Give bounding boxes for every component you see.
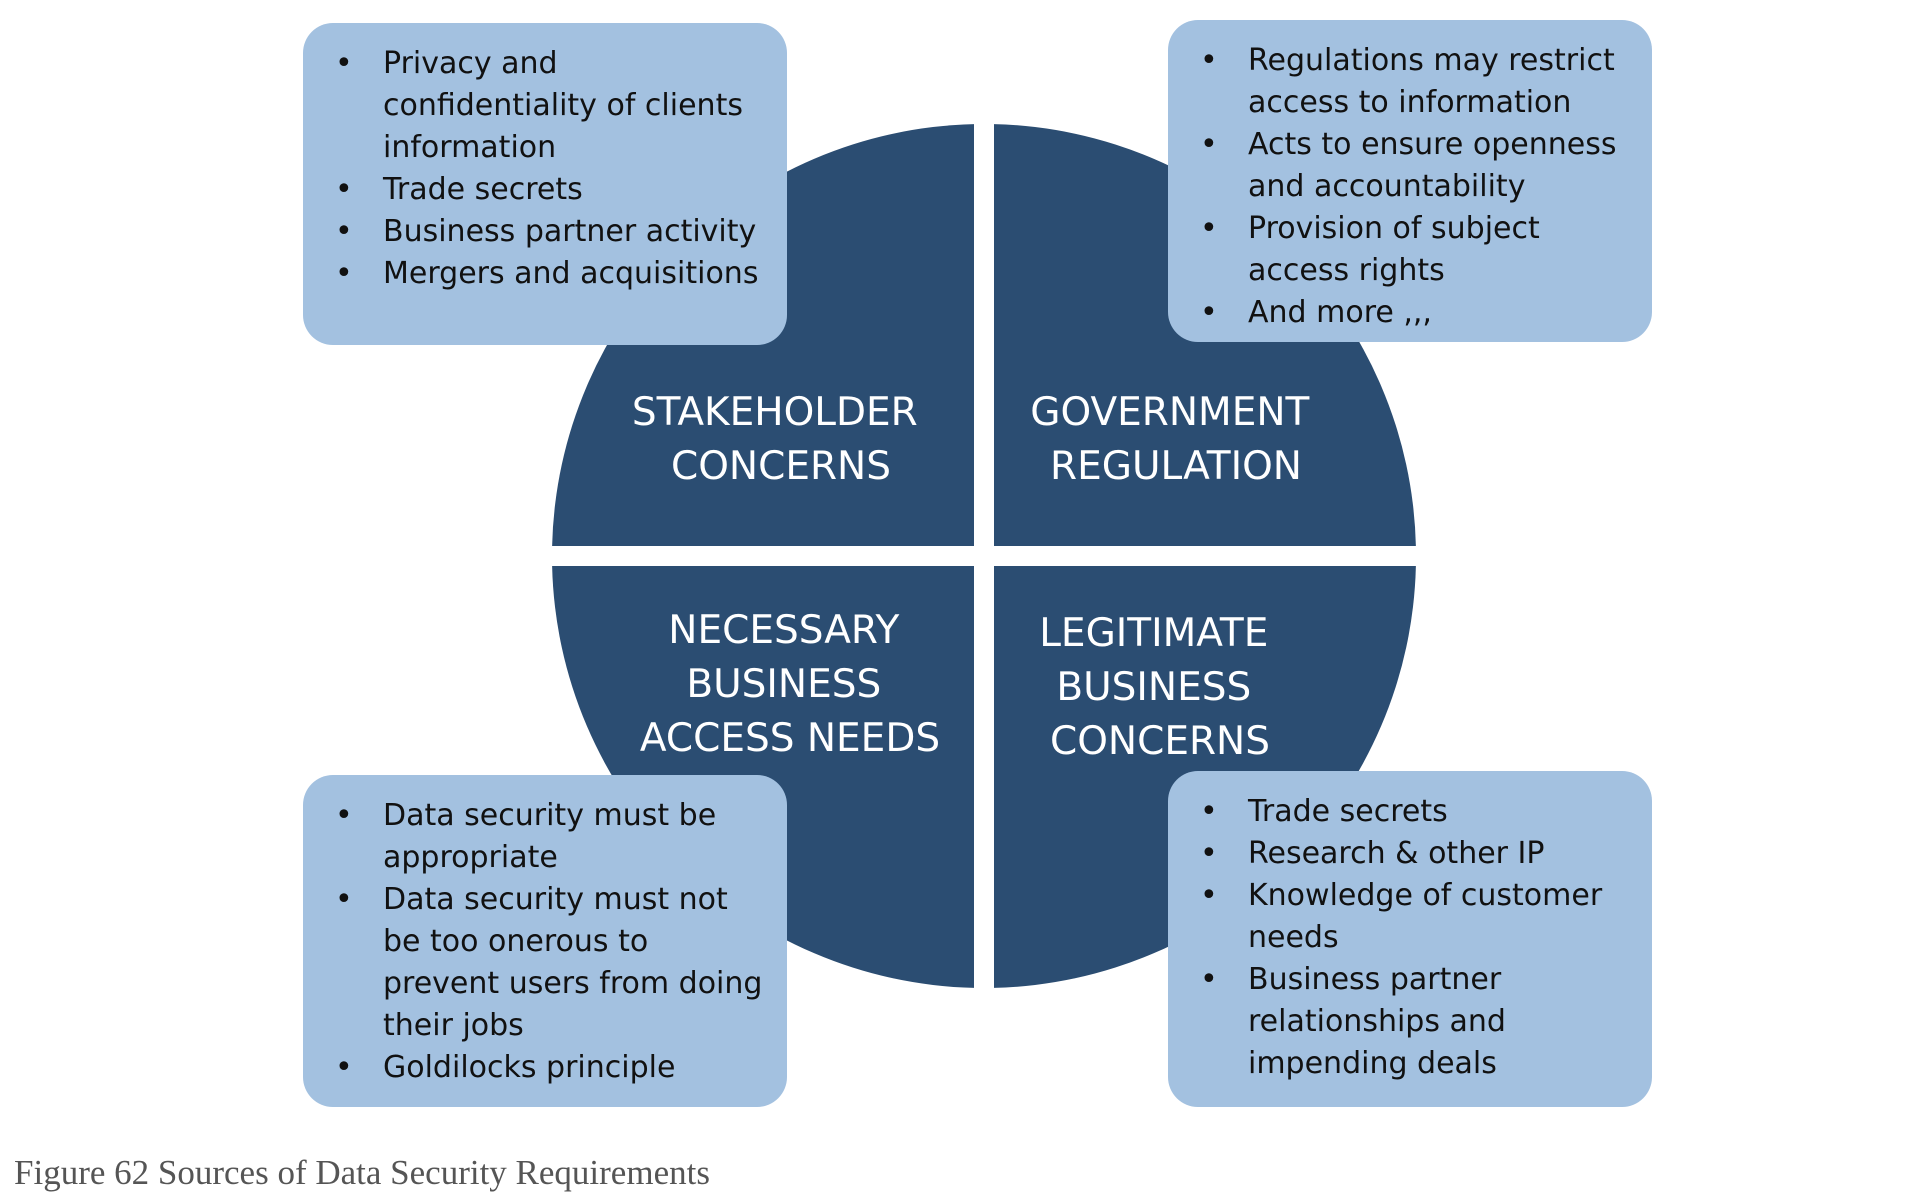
government-regulation-box: Regulations may restrict access to infor…: [1168, 20, 1652, 342]
list-item: And more ,,,: [1188, 292, 1634, 334]
list-item: Data security must not be too onerous to…: [323, 879, 769, 1047]
list-item: Provision of subject access rights: [1188, 208, 1634, 292]
legitimate-business-concerns-list: Trade secrets Research & other IP Knowle…: [1188, 791, 1634, 1085]
list-item: Business partner relationships and impen…: [1188, 959, 1634, 1085]
legitimate-business-concerns-box: Trade secrets Research & other IP Knowle…: [1168, 771, 1652, 1107]
government-regulation-list: Regulations may restrict access to infor…: [1188, 40, 1634, 334]
list-item: Trade secrets: [323, 169, 769, 211]
list-item: Knowledge of customer needs: [1188, 875, 1634, 959]
list-item: Privacy and confidentiality of clients i…: [323, 43, 769, 169]
list-item: Goldilocks principle: [323, 1047, 769, 1089]
business-access-needs-list: Data security must be appropriate Data s…: [323, 795, 769, 1089]
list-item: Research & other IP: [1188, 833, 1634, 875]
quadrant-label-bottom-left: NECESSARY BUSINESS ACCESS NEEDS: [640, 608, 940, 761]
quadrant-label-top-left: STAKEHOLDER CONCERNS: [632, 390, 930, 489]
list-item: Acts to ensure openness and accountabili…: [1188, 124, 1634, 208]
business-access-needs-box: Data security must be appropriate Data s…: [303, 775, 787, 1107]
quadrant-label-top-right: GOVERNMENT REGULATION: [1030, 390, 1322, 489]
list-item: Data security must be appropriate: [323, 795, 769, 879]
list-item: Business partner activity: [323, 211, 769, 253]
list-item: Mergers and acquisitions: [323, 253, 769, 295]
stakeholder-concerns-list: Privacy and confidentiality of clients i…: [323, 43, 769, 295]
quadrant-label-bottom-right: LEGITIMATE BUSINESS CONCERNS: [1039, 611, 1281, 764]
stakeholder-concerns-box: Privacy and confidentiality of clients i…: [303, 23, 787, 345]
list-item: Regulations may restrict access to infor…: [1188, 40, 1634, 124]
figure-caption: Figure 62 Sources of Data Security Requi…: [14, 1153, 710, 1192]
list-item: Trade secrets: [1188, 791, 1634, 833]
